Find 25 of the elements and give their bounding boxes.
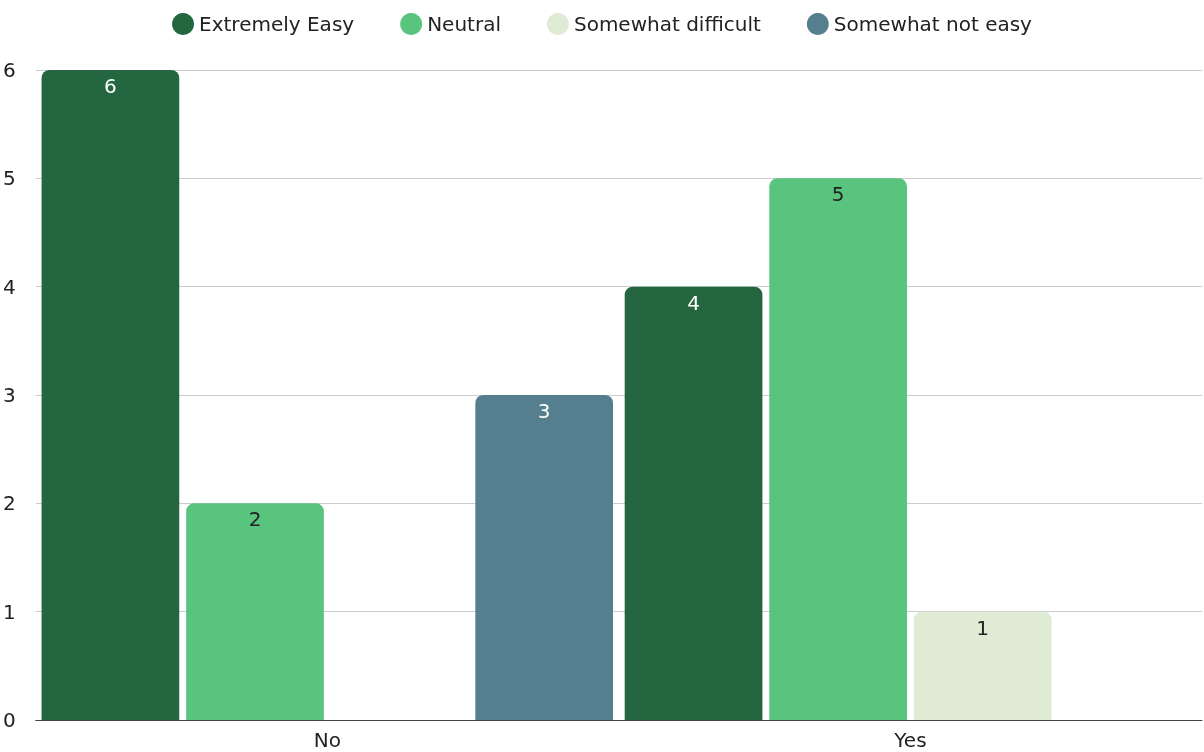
bar — [186, 503, 324, 720]
data-label: 6 — [104, 74, 117, 98]
bar — [624, 286, 763, 720]
bar — [41, 70, 180, 720]
data-label: 2 — [248, 507, 262, 532]
y-tick-label: 2 — [2, 491, 16, 516]
legend-label: Somewhat not easy — [833, 12, 1033, 36]
y-tick-label: 1 — [2, 599, 16, 624]
x-tick-label: No — [313, 728, 341, 752]
bar — [913, 611, 1052, 720]
legend-label: Extremely Easy — [199, 12, 355, 36]
data-label: 1 — [976, 615, 990, 640]
legend-label: Neutral — [427, 12, 501, 36]
data-label: 3 — [537, 399, 551, 423]
legend-label: Somewhat difficult — [573, 12, 761, 36]
x-tick-label: Yes — [893, 728, 927, 752]
y-tick-label: 5 — [2, 166, 16, 191]
bar — [475, 395, 614, 720]
y-tick-label: 4 — [2, 274, 16, 299]
y-tick-label: 0 — [2, 708, 16, 732]
data-label: 4 — [687, 290, 700, 315]
y-tick-label: 3 — [2, 383, 16, 407]
y-tick-label: 6 — [2, 58, 16, 82]
bar — [769, 178, 907, 720]
data-label: 5 — [831, 182, 845, 207]
